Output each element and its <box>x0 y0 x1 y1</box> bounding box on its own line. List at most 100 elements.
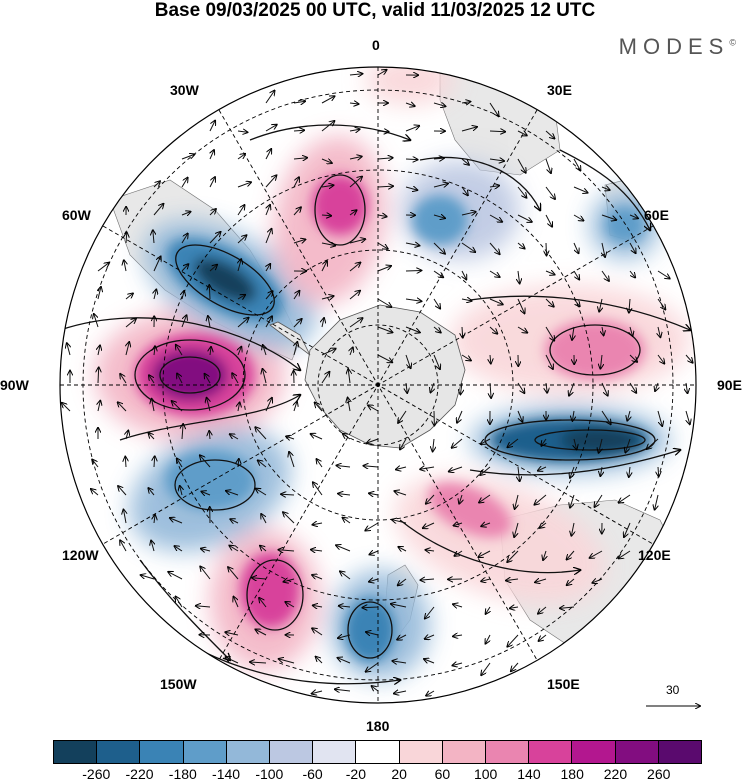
wind-arrow <box>514 522 519 537</box>
wind-arrow <box>372 686 379 691</box>
wind-arrow <box>425 606 435 619</box>
wind-arrow <box>573 158 580 171</box>
wind-arrow <box>200 567 211 580</box>
wind-arrow <box>321 296 334 299</box>
colorbar-tick-label: -260 <box>82 766 111 782</box>
lon-label-60e: 60E <box>644 207 669 223</box>
wind-arrow <box>265 291 273 300</box>
map-disc-content <box>60 67 696 703</box>
wind-arrow <box>461 354 471 361</box>
wind-arrow <box>392 661 407 663</box>
wind-arrow <box>154 346 155 356</box>
wind-arrow <box>459 494 462 504</box>
streamline-loop <box>314 174 366 246</box>
wind-arrow <box>506 579 519 581</box>
wind-arrow <box>201 549 211 551</box>
streamline <box>119 395 300 441</box>
wind-arrow <box>125 457 126 468</box>
wind-arrow <box>168 572 183 580</box>
wind-arrow <box>655 494 658 510</box>
wind-arrow <box>517 131 527 135</box>
wind-arrow <box>149 433 155 440</box>
wind-arrow <box>489 270 500 277</box>
south-pole-marker <box>376 383 380 387</box>
wind-arrow <box>181 212 191 215</box>
wind-arrow <box>237 235 246 244</box>
lon-label-150e: 150E <box>547 676 580 692</box>
wind-arrow <box>461 186 468 195</box>
wind-arrow <box>366 632 379 635</box>
wind-arrow <box>230 434 239 440</box>
wind-arrow <box>349 177 362 188</box>
wind-arrow <box>489 102 499 116</box>
wind-arrow <box>125 319 136 328</box>
wind-arrow <box>517 298 525 313</box>
wind-arrow <box>455 550 463 556</box>
wind-arrow <box>230 519 239 523</box>
map-border <box>59 66 697 704</box>
wind-arrow <box>461 102 470 103</box>
streamline-loop <box>134 339 246 411</box>
wind-arrow <box>377 186 393 187</box>
wind-arrow <box>619 494 631 503</box>
wind-arrow <box>630 326 633 336</box>
wind-arrow <box>624 522 631 537</box>
wind-arrow <box>629 382 636 393</box>
wind-arrow <box>181 154 194 160</box>
colorbar-swatch <box>356 741 400 763</box>
lon-label-90w: 90W <box>0 377 29 393</box>
wind-arrow <box>426 550 435 551</box>
streamline-loop <box>534 429 646 451</box>
wind-arrow <box>452 438 463 448</box>
wind-arrow <box>289 452 295 468</box>
wind-arrow <box>405 354 411 368</box>
wind-arrow <box>349 263 360 272</box>
wind-arrow <box>377 158 393 159</box>
wind-arrow <box>629 466 630 477</box>
wind-arrow <box>377 215 387 217</box>
wind-arrow <box>461 212 476 215</box>
wind-arrow <box>545 298 554 307</box>
colorbar-swatch <box>183 741 227 763</box>
wind-arrow <box>118 486 127 496</box>
wind-arrow <box>433 298 440 309</box>
colorbar-tick-label: 220 <box>603 766 628 782</box>
wind-arrow <box>126 431 128 440</box>
wind-arrow <box>657 354 664 364</box>
wind-arrow <box>226 657 239 664</box>
lon-label-30w: 30W <box>170 82 199 98</box>
wind-arrow <box>196 606 211 607</box>
wind-arrow <box>600 354 602 369</box>
wind-arrow <box>508 438 519 447</box>
wind-arrow <box>255 427 267 440</box>
wind-arrow <box>517 186 526 198</box>
wind-arrow <box>394 491 407 495</box>
wind-arrow <box>489 131 505 132</box>
wind-arrow <box>338 494 351 495</box>
wind-arrow <box>489 298 503 304</box>
wind-arrow <box>293 239 305 243</box>
wind-arrow <box>629 354 637 362</box>
wind-arrow <box>124 510 127 524</box>
wind-arrow <box>629 270 635 278</box>
wind-arrow <box>433 270 443 277</box>
wind-arrow <box>350 348 353 356</box>
wind-arrow <box>541 438 546 446</box>
wind-arrow <box>172 401 183 412</box>
wind-arrow <box>489 159 504 161</box>
wind-arrow <box>629 242 636 253</box>
wind-arrow <box>601 214 616 220</box>
wind-arrow <box>629 298 630 313</box>
map-title: Base 09/03/2025 00 UTC, valid 11/03/2025… <box>154 0 596 21</box>
streamline <box>469 450 680 476</box>
wind-arrow <box>315 403 323 412</box>
wind-arrow <box>377 354 392 362</box>
wind-arrow <box>627 410 630 421</box>
wind-arrow <box>321 96 335 104</box>
wind-arrow <box>518 466 520 481</box>
wind-arrow <box>535 579 547 582</box>
wind-arrow <box>349 74 362 75</box>
wind-arrow <box>570 494 575 508</box>
wind-arrow <box>391 604 407 607</box>
wind-arrow <box>311 434 323 440</box>
